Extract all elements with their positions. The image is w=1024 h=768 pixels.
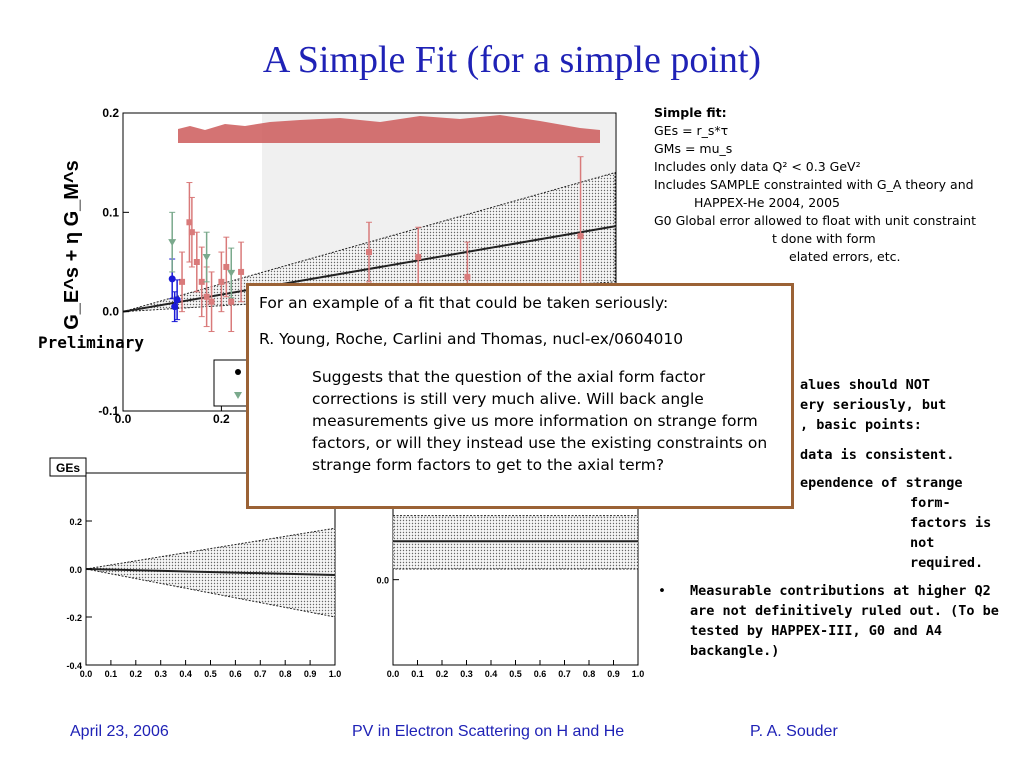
conclusion-bullet-text: Measurable contributions at higher Q2 ar… [690,583,999,659]
conclusion-bullet: • Measurable contributions at higher Q2 a… [654,581,999,661]
data-point-circle [173,296,181,304]
gMs-x-tick-label: 0.4 [485,669,498,679]
gEs-x-tick-label: 0.2 [130,669,143,679]
callout-line-1: For an example of a fit that could be ta… [259,294,669,312]
gEs-y-tick-label: -0.4 [66,661,82,671]
gMs-axes: 0.0 0.1 0.2 0.3 0.4 0.5 0.6 0.7 0.8 0.9 1.0 0.0 [376,576,644,679]
notes-line: t done with form [772,231,876,246]
gMs-x-tick-label: 0.5 [509,669,522,679]
data-point-square [464,273,471,280]
notes-line: G0 Global error allowed to float with un… [654,213,976,228]
notes-line: GEs = r_s*τ [654,123,729,138]
main-plot-top-error-band [178,115,600,143]
gEs-fit-line-path [85,568,336,576]
bullet-symbol: • [658,583,666,599]
data-point-square [193,259,200,265]
gMs-x-tick-label: 0.0 [387,669,400,679]
data-point-square [577,233,584,240]
gEs-title: GEs [56,461,80,475]
slide-title: A Simple Fit (for a simple point) [262,39,762,81]
data-point-square [366,249,372,256]
legend-circle-marker [235,369,241,375]
gEs-x-tick-label: 0.9 [304,669,317,679]
data-point-circle [168,275,176,283]
preliminary-label: Preliminary [38,333,144,352]
gEs-x-tick-label: 0.0 [80,669,93,679]
notes-line: elated errors, etc. [789,249,901,264]
conclusion-lead: alues should NOT [800,377,931,393]
data-point-square [228,298,235,305]
legend-triangle-marker [234,392,242,399]
gEs-y-tick-label: -0.2 [66,613,82,623]
fit-notes: Simple fit: GEs = r_s*τ GMs = mu_s Inclu… [654,104,1004,266]
data-point-square [223,263,230,270]
gEs-title-box [49,457,87,477]
data-point-square [179,278,186,285]
gEs-x-tick-label: 0.1 [105,669,118,679]
notes-line: Includes only data Q² < 0.3 GeV² [654,159,861,174]
notes-line: Includes SAMPLE constrainted with G_A th… [654,177,974,210]
gEs-x-tick-label: 0.8 [279,669,292,679]
gEs-x-tick-label: 0.7 [254,669,267,679]
data-point-square [198,278,205,285]
data-point-square [218,278,225,285]
conclusion-bullet: ependence of strange form-factors is not… [654,473,999,573]
notes-heading: Simple fit: [654,105,727,120]
main-ylabel: G_E^s + η G_M^s [61,160,83,330]
gMs-band-area [392,515,639,570]
data-point-square [186,219,193,226]
gEs-x-tick-label: 0.5 [204,669,217,679]
conclusion-line: , basic points: [800,417,922,433]
main-x-tick-label: 0.2 [213,412,230,426]
main-x-tick-label: 0.0 [115,412,132,426]
conclusion-bullet: data is consistent. [654,445,999,465]
conclusions: alues should NOT ery seriously, but , ba… [654,375,999,669]
gMs-x-tick-label: 0.3 [460,669,473,679]
footer-author: P. A. Souder [750,723,838,740]
gEs-axes: 0.0 0.1 0.2 0.3 0.4 0.5 0.6 0.7 0.8 0.9 1.0 -0.4 -0.… [66,517,341,679]
footer-event: PV in Electron Scattering on H and He [352,723,625,740]
gMs-x-tick-label: 0.2 [436,669,449,679]
gMs-x-tick-label: 0.1 [411,669,424,679]
data-point-square [238,268,245,275]
main-y-tick-label: 0.1 [102,205,119,219]
data-point-triangle [168,239,177,247]
footer-date: April 23, 2006 [70,723,169,740]
gMs-x-tick-label: 0.6 [534,669,547,679]
data-point-triangle [202,254,211,262]
gMs-x-tick-label: 1.0 [632,669,645,679]
callout-reference: R. Young, Roche, Carlini and Thomas, nuc… [259,330,684,348]
callout-paragraph: Suggests that the question of the axial … [312,368,768,474]
data-point-triangle [227,269,236,277]
main-axes: 0.0 0.2-0.10.00.10.2 [98,106,230,426]
main-y-tick-label: 0.2 [102,106,119,120]
data-point-square [208,298,215,305]
notes-line: GMs = mu_s [654,141,733,156]
data-point-square [415,254,422,261]
main-y-tick-label: -0.1 [98,404,119,418]
reference-callout: For an example of a fit that could be ta… [246,283,794,509]
gMs-x-tick-label: 0.7 [558,669,571,679]
gEs-fit-line [85,568,336,576]
gEs-x-tick-label: 0.4 [179,669,192,679]
data-point-square [188,229,195,236]
gEs-x-tick-label: 0.6 [229,669,242,679]
gMs-fit-band [392,515,639,570]
gEs-y-tick-label: 0.2 [69,517,82,527]
conclusion-bullet-text: ependence of strange form-factors is not… [800,475,992,571]
gEs-y-tick-label: 0.0 [69,565,82,575]
gEs-x-tick-label: 1.0 [329,669,342,679]
data-point-square [203,293,210,300]
conclusion-bullet-text: data is consistent. [800,447,955,463]
main-data-points [168,156,584,333]
gMs-x-tick-label: 0.9 [607,669,620,679]
main-y-tick-label: 0.0 [102,305,119,319]
gEs-x-tick-label: 0.3 [154,669,167,679]
gMs-x-tick-label: 0.8 [583,669,596,679]
gMs-y-tick-label: 0.0 [376,576,389,586]
conclusion-line: ery seriously, but [800,397,947,413]
